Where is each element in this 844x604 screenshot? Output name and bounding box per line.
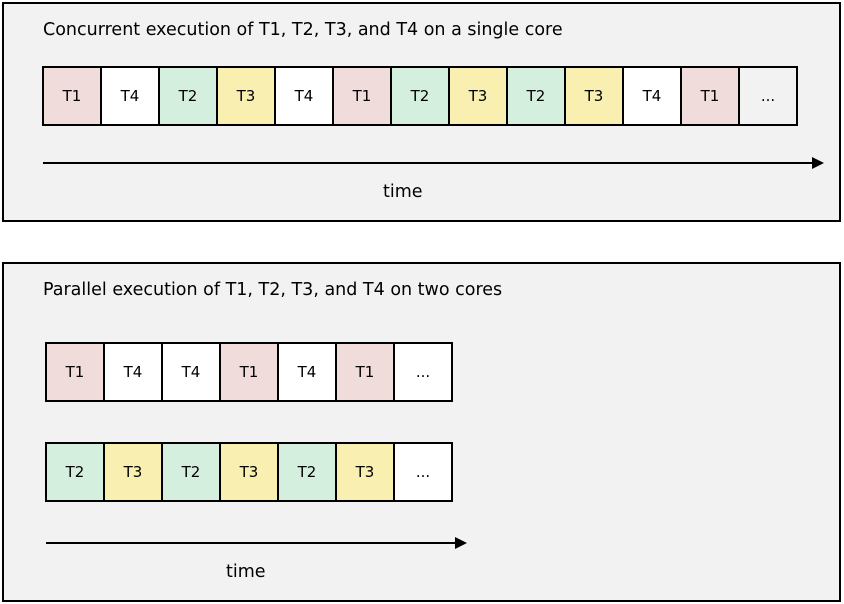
concurrent-timeline: T1 T4 T2 T3 T4 T1 T2 T3 T2 T3 T4 T1... [42, 66, 798, 126]
core-2-timeline: T2 T3 T2 T3 T2 T3... [45, 442, 453, 502]
continuation-cell: ... [393, 342, 453, 402]
task-cell-t2: T2 [161, 442, 221, 502]
concurrent-time-arrow [43, 157, 824, 169]
task-cell-t1: T1 [45, 342, 105, 402]
parallel-title: Parallel execution of T1, T2, T3, and T4… [43, 280, 503, 300]
task-cell-t4: T4 [103, 342, 163, 402]
task-cell-t2: T2 [277, 442, 337, 502]
task-cell-t3: T3 [564, 66, 624, 126]
task-cell-t4: T4 [161, 342, 221, 402]
concurrent-time-label: time [383, 182, 423, 202]
task-cell-t4: T4 [100, 66, 160, 126]
parallel-time-arrow [46, 537, 467, 549]
task-cell-t2: T2 [390, 66, 450, 126]
task-cell-t1: T1 [335, 342, 395, 402]
concurrent-panel: Concurrent execution of T1, T2, T3, and … [2, 2, 841, 222]
task-cell-t1: T1 [332, 66, 392, 126]
task-cell-t1: T1 [42, 66, 102, 126]
task-cell-t3: T3 [448, 66, 508, 126]
task-cell-t3: T3 [219, 442, 279, 502]
task-cell-t4: T4 [274, 66, 334, 126]
task-cell-t2: T2 [506, 66, 566, 126]
continuation-cell: ... [738, 66, 798, 126]
continuation-cell: ... [393, 442, 453, 502]
core-1-timeline: T1 T4 T4 T1 T4 T1... [45, 342, 453, 402]
parallel-panel: Parallel execution of T1, T2, T3, and T4… [2, 262, 841, 602]
concurrent-title: Concurrent execution of T1, T2, T3, and … [43, 20, 563, 40]
task-cell-t1: T1 [219, 342, 279, 402]
task-cell-t2: T2 [45, 442, 105, 502]
task-cell-t3: T3 [103, 442, 163, 502]
task-cell-t4: T4 [622, 66, 682, 126]
task-cell-t1: T1 [680, 66, 740, 126]
task-cell-t3: T3 [335, 442, 395, 502]
parallel-time-label: time [226, 562, 266, 582]
task-cell-t2: T2 [158, 66, 218, 126]
task-cell-t4: T4 [277, 342, 337, 402]
task-cell-t3: T3 [216, 66, 276, 126]
